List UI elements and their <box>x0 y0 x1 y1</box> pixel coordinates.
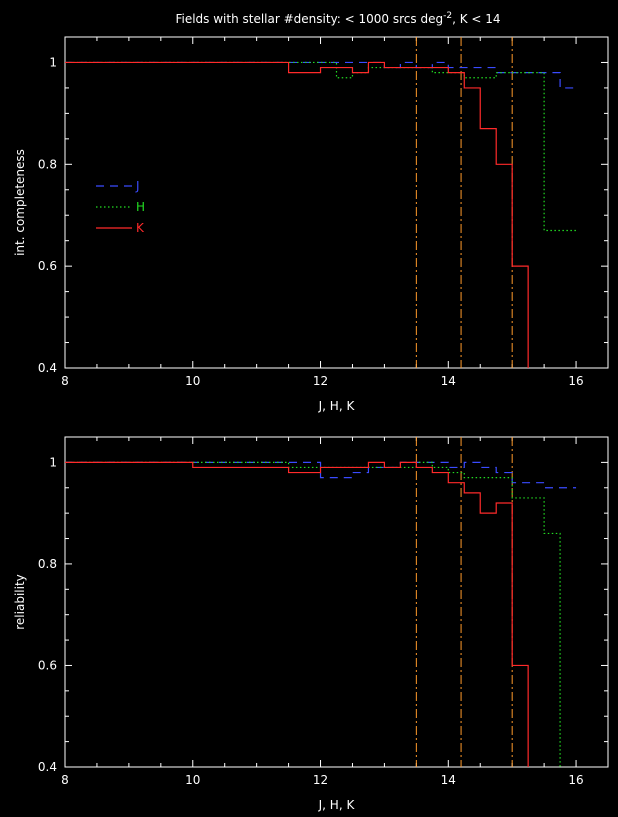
y-tick-label: 1 <box>49 455 57 469</box>
series-J-line <box>65 461 577 489</box>
plot-frame <box>64 436 609 768</box>
y-axis-label: reliability <box>13 574 27 630</box>
x-tick-label: 14 <box>441 773 456 787</box>
y-axis-label: int. completeness <box>13 149 27 256</box>
plot-frame <box>64 36 609 369</box>
x-tick-label: 12 <box>313 773 328 787</box>
legend-H-label: H <box>136 200 145 214</box>
title-superscript: -2 <box>443 11 452 21</box>
legend-J-label: J <box>135 179 140 193</box>
y-tick-label: 0.4 <box>38 760 57 774</box>
completeness-panel: 8 10 12 14 16 0.4 0.6 0.8 1 J, H, K int. completen… <box>13 36 609 413</box>
series-J-line <box>65 61 577 89</box>
x-axis-label: J, H, K <box>318 399 356 413</box>
x-tick-label: 10 <box>185 374 200 388</box>
reliability-panel: 8 10 12 14 16 0.4 0.6 0.8 1 J, H, K reliability <box>13 436 609 812</box>
title-main: Fields with stellar #density: < 1000 src… <box>175 12 443 26</box>
title-tail: , K < 14 <box>452 12 500 26</box>
y-tick-label: 0.6 <box>38 658 57 672</box>
series-H-line <box>65 461 561 767</box>
y-tick-label: 0.8 <box>38 157 57 171</box>
y-tick-label: 0.4 <box>38 361 57 375</box>
series-K-line <box>65 461 529 767</box>
x-tick-label: 16 <box>568 773 583 787</box>
y-tick-label: 1 <box>49 55 57 69</box>
series-K-line <box>65 61 529 368</box>
x-axis-label: J, H, K <box>318 798 356 812</box>
legend-K-label: K <box>136 221 145 235</box>
x-tick-label: 10 <box>185 773 200 787</box>
x-tick-label: 12 <box>313 374 328 388</box>
x-tick-label: 14 <box>441 374 456 388</box>
figure-title: Fields with stellar #density: < 1000 src… <box>175 11 500 26</box>
y-tick-label: 0.8 <box>38 557 57 571</box>
y-tick-label: 0.6 <box>38 259 57 273</box>
x-tick-label: 8 <box>61 374 69 388</box>
x-tick-label: 8 <box>61 773 69 787</box>
x-tick-label: 16 <box>568 374 583 388</box>
